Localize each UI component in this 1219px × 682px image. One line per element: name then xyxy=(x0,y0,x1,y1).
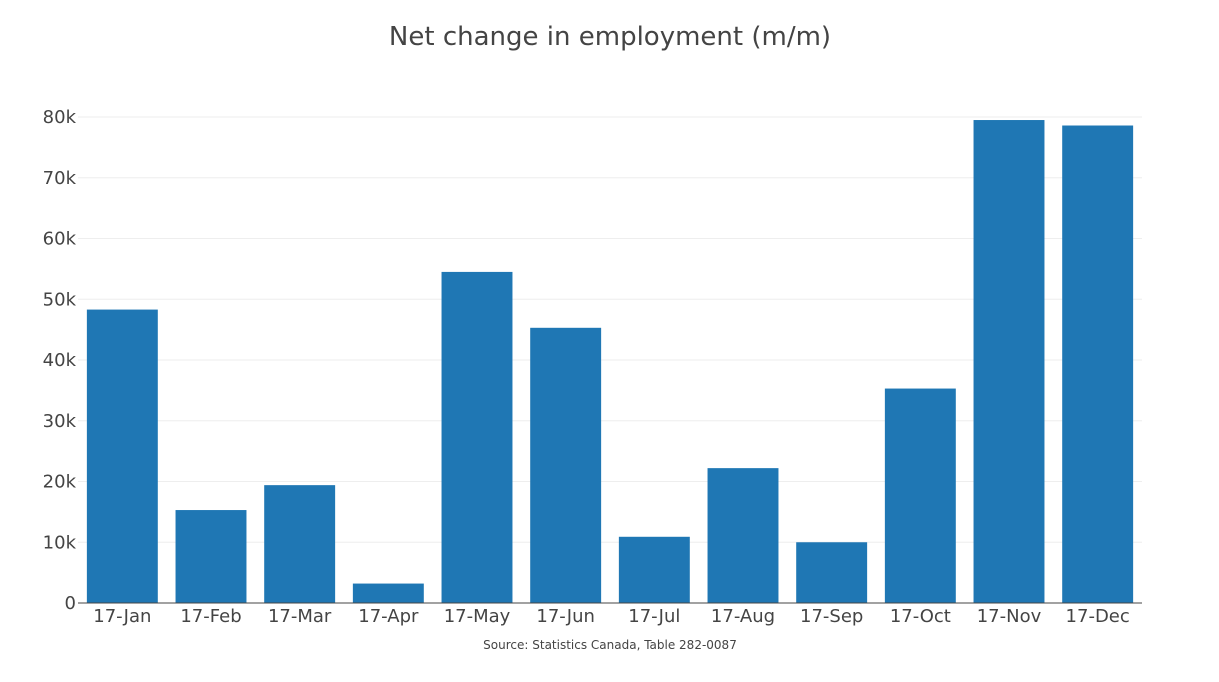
chart-title: Net change in employment (m/m) xyxy=(389,22,831,52)
x-tick-label: 17-Aug xyxy=(711,606,775,627)
y-tick-label: 10k xyxy=(43,532,77,553)
x-tick-label: 17-Jan xyxy=(93,606,151,627)
x-tick-label: 17-May xyxy=(444,606,511,627)
bar-17-Sep[interactable] xyxy=(796,542,868,603)
bar-17-Apr[interactable] xyxy=(352,583,424,603)
bars xyxy=(86,120,1134,603)
y-tick-label: 40k xyxy=(43,350,77,371)
x-tick-label: 17-Jun xyxy=(536,606,595,627)
y-axis-ticks: 0 10k 20k 30k 40k 50k 60k 70k 80k xyxy=(43,107,77,614)
bar-17-Dec[interactable] xyxy=(1062,125,1134,603)
y-tick-label: 30k xyxy=(43,411,77,432)
y-tick-label: 20k xyxy=(43,472,77,493)
bar-17-Aug[interactable] xyxy=(707,468,779,603)
x-tick-label: 17-Feb xyxy=(180,606,241,627)
x-tick-label: 17-Apr xyxy=(358,606,419,627)
bar-17-Jul[interactable] xyxy=(618,536,690,603)
x-tick-label: 17-Jul xyxy=(628,606,680,627)
bar-17-Feb[interactable] xyxy=(175,510,247,603)
source-note: Source: Statistics Canada, Table 282-008… xyxy=(483,638,737,652)
bar-17-Nov[interactable] xyxy=(973,120,1045,603)
bar-17-Jun[interactable] xyxy=(530,327,602,603)
x-tick-label: 17-Oct xyxy=(890,606,951,627)
y-tick-label: 0 xyxy=(65,593,76,614)
y-tick-label: 70k xyxy=(43,168,77,189)
gridlines xyxy=(78,116,1142,543)
x-tick-label: 17-Mar xyxy=(268,606,332,627)
y-tick-label: 80k xyxy=(43,107,77,128)
y-tick-label: 60k xyxy=(43,229,77,250)
x-tick-label: 17-Dec xyxy=(1066,606,1130,627)
bar-17-Oct[interactable] xyxy=(884,388,956,603)
x-tick-label: 17-Sep xyxy=(800,606,863,627)
bar-17-Jan[interactable] xyxy=(86,309,158,603)
x-axis-ticks: 17-Jan 17-Feb 17-Mar 17-Apr 17-May 17-Jun 17-J… xyxy=(93,606,1130,627)
y-tick-label: 50k xyxy=(43,289,77,310)
bar-17-May[interactable] xyxy=(441,271,513,603)
bar-17-Mar[interactable] xyxy=(264,485,336,603)
x-tick-label: 17-Nov xyxy=(977,606,1042,627)
